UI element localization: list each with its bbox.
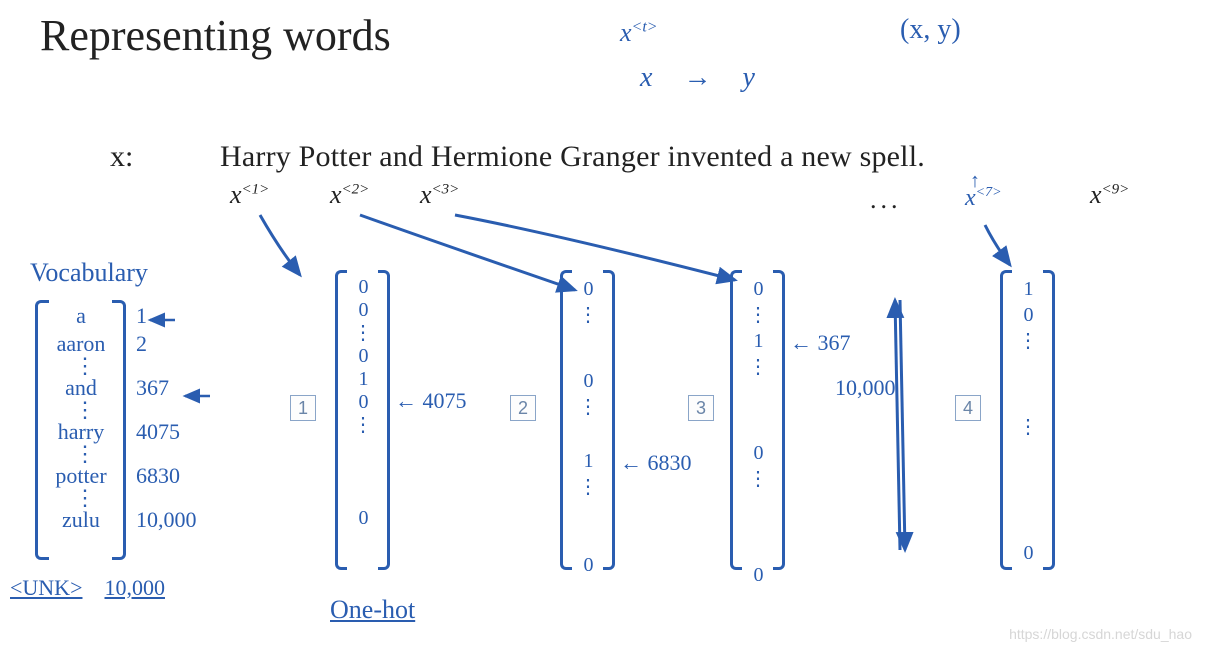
vocab-word-2: and	[50, 377, 112, 399]
v1-5: 0	[353, 391, 374, 414]
v3-0: 0	[748, 276, 769, 302]
size-note: 10,000	[835, 375, 896, 401]
sentence-prefix: x:	[110, 140, 133, 174]
idx-dots: ...	[870, 185, 902, 215]
v3-4: 0	[748, 440, 769, 466]
annot-xt-base: x	[620, 18, 632, 47]
v1-4: 1	[353, 368, 374, 391]
idx-x3: x<3>	[420, 180, 459, 210]
vocab-idx-5: 10,000	[136, 509, 197, 531]
v1-0: 0	[353, 276, 374, 299]
idx-x3-sup: <3>	[432, 181, 460, 197]
vocab-idx-0: 1	[136, 305, 147, 327]
idx-x2: x<2>	[330, 180, 369, 210]
idx-x9-base: x	[1090, 180, 1102, 209]
idx-x9: x<9>	[1090, 180, 1129, 210]
v4-0: 1	[1018, 276, 1039, 302]
v2-2: 0	[578, 368, 599, 394]
vocab-unk-size: 10,000	[104, 575, 165, 600]
vocab-idx-2: 367	[136, 377, 169, 399]
v2-6: 0	[578, 552, 599, 578]
annot-map-y: y	[742, 62, 754, 93]
num-box-1: 1	[290, 395, 316, 421]
v1-3: 0	[353, 345, 374, 368]
idx-x1: x<1>	[230, 180, 269, 210]
vocab-idx-4: 6830	[136, 465, 180, 487]
v4-5: 0	[1018, 540, 1039, 566]
idx-x1-base: x	[230, 180, 242, 209]
idx-x7-base: x	[965, 185, 976, 211]
vocab-word-3: harry	[50, 421, 112, 443]
annot-xt: x<t>	[620, 18, 658, 48]
vector-2: 0 ⋮ 0 ⋮ 1 ⋮ 0	[560, 270, 615, 570]
idx-x2-base: x	[330, 180, 342, 209]
v2-4: 1	[578, 448, 599, 474]
idx-x1-sup: <1>	[242, 181, 270, 197]
idx-x7: x<7>	[965, 185, 1002, 212]
vocab-idx-3: 4075	[136, 421, 180, 443]
sentence-text: Harry Potter and Hermione Granger invent…	[220, 140, 925, 174]
vector-1: 0 0 ⋮ 0 1 0 ⋮ 0	[335, 270, 390, 570]
num-box-3: 3	[688, 395, 714, 421]
annot-xy-pair: (x, y)	[900, 14, 961, 46]
idx-x9-sup: <9>	[1102, 181, 1130, 197]
vocab-rows: a1 aaron2 ⋮ and367 ⋮ harry4075 ⋮ potter6…	[50, 305, 197, 531]
num-box-4: 4	[955, 395, 981, 421]
v2-note: ← 6830	[620, 450, 692, 476]
watermark: https://blog.csdn.net/sdu_hao	[1009, 626, 1192, 642]
vocab-word-4: potter	[50, 465, 112, 487]
page-title: Representing words	[40, 10, 391, 61]
vocab-unk-text: <UNK>	[10, 575, 82, 600]
idx-x7-sup: <7>	[976, 185, 1002, 200]
vocab-bracket-l	[35, 300, 49, 560]
idx-x3-base: x	[420, 180, 432, 209]
vocab-idx-1: 2	[136, 333, 147, 355]
vector-3: 0 ⋮ 1 ⋮ 0 ⋮ 0	[730, 270, 785, 570]
vocab-word-0: a	[50, 305, 112, 327]
v1-note: ← 4075	[395, 388, 467, 414]
onehot-label: One-hot	[330, 595, 415, 625]
vector-4: 1 0 ⋮ ⋮ 0	[1000, 270, 1055, 570]
annot-map: x → y	[640, 62, 755, 94]
v2-0: 0	[578, 276, 599, 302]
v1-1: 0	[353, 299, 374, 322]
v1-7: 0	[353, 507, 374, 530]
v3-2: 1	[748, 328, 769, 354]
annot-xt-sup: <t>	[632, 18, 658, 35]
vocab-unk: <UNK> 10,000	[10, 575, 165, 601]
annot-map-x: x	[640, 62, 652, 93]
vocab-word-1: aaron	[50, 333, 112, 355]
v3-6: 0	[748, 562, 769, 588]
v3-note: ← 367	[790, 330, 851, 356]
vocab-word-5: zulu	[50, 509, 112, 531]
annot-map-arrow: →	[683, 62, 711, 93]
idx-x2-sup: <2>	[342, 181, 370, 197]
vocab-label: Vocabulary	[30, 258, 148, 288]
num-box-2: 2	[510, 395, 536, 421]
v4-1: 0	[1018, 302, 1039, 328]
